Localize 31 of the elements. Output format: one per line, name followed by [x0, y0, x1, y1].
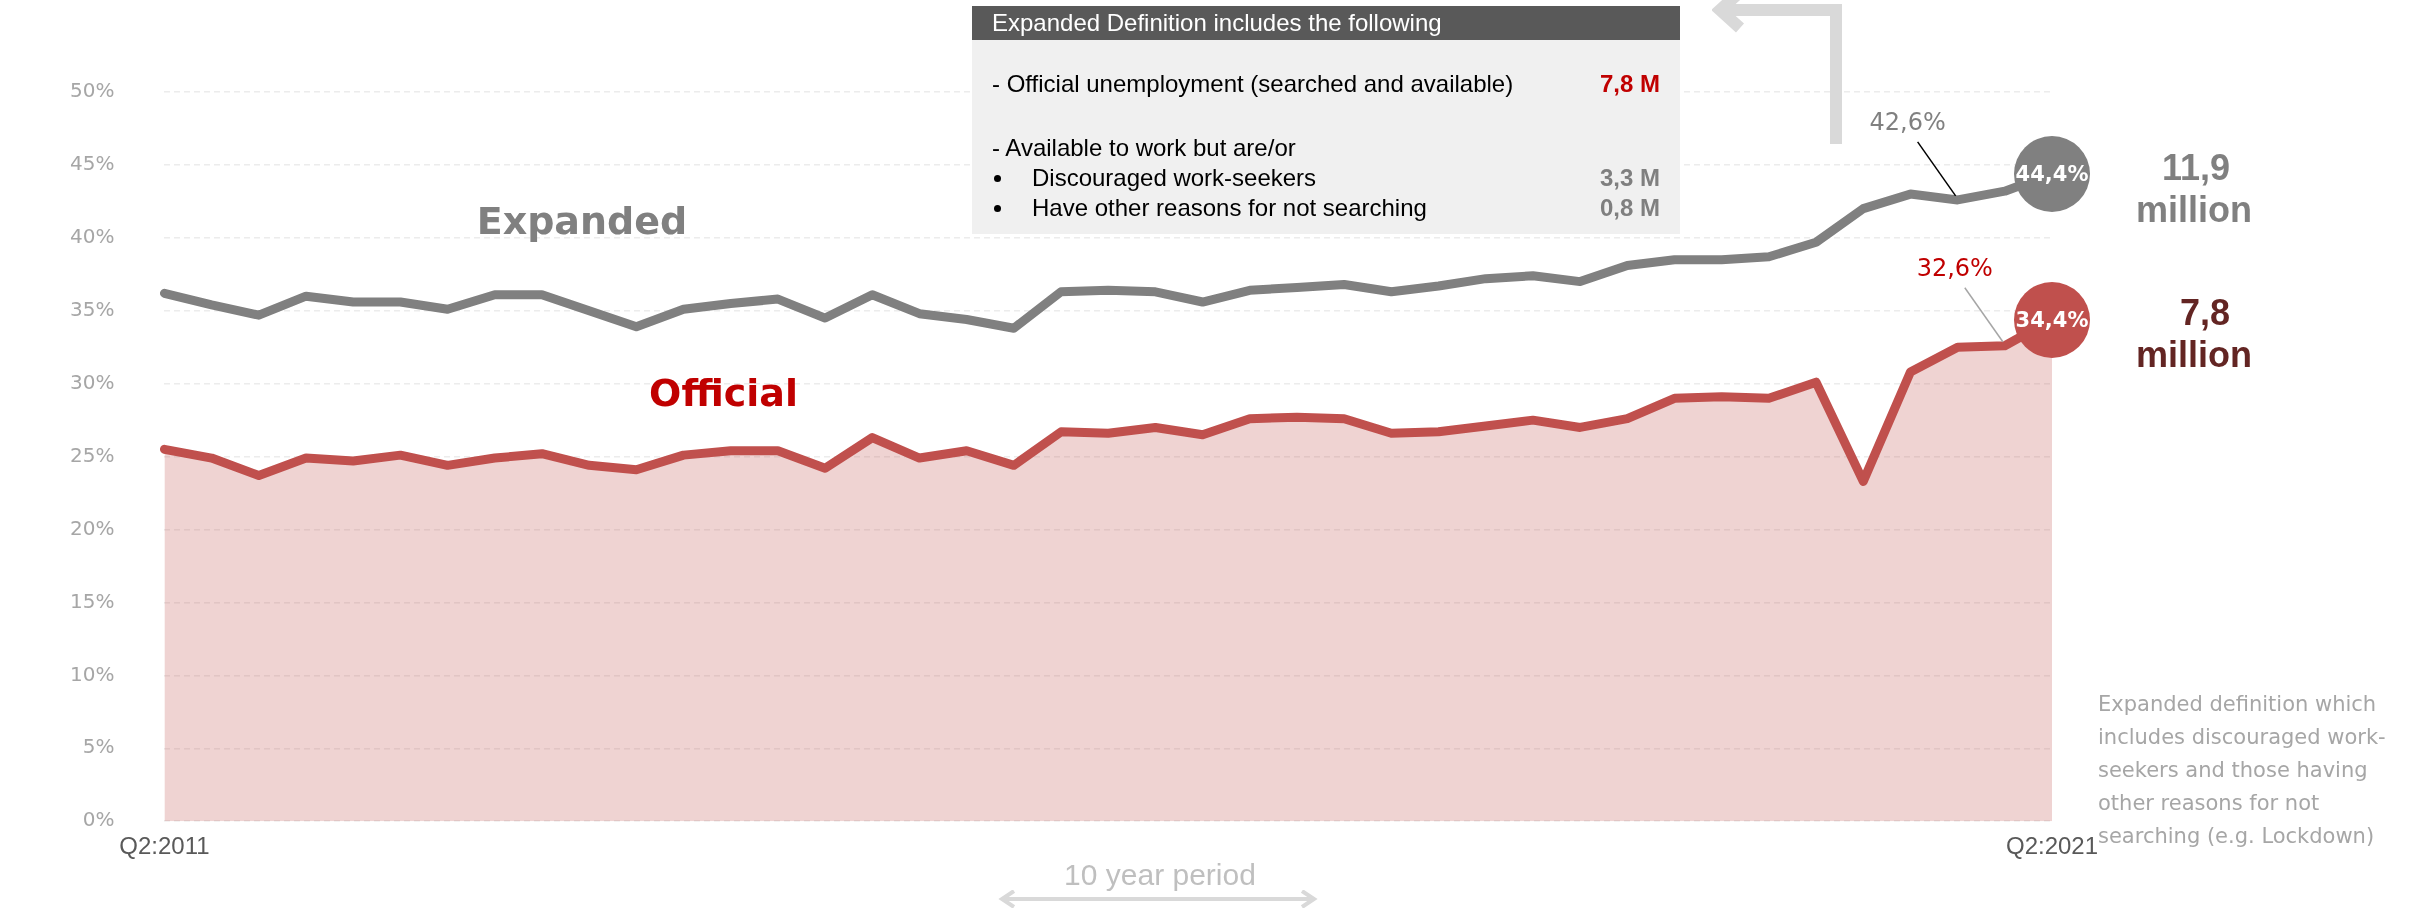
- text: 10 year period: [1063, 858, 1257, 892]
- y-tick-label: 40%: [70, 224, 115, 249]
- data-label: 32,6%: [1916, 254, 1993, 282]
- text: Expanded definition which includes discouraged work-seekers and those having other reasons for not searching (e.g. Lockdown): [2098, 691, 2387, 850]
- circle-badge: 34,4%: [2014, 281, 2090, 358]
- annotation: 11,9 million: [2136, 146, 2252, 230]
- data-label: 42,6%: [1869, 108, 1946, 137]
- y-tick-label: 10%: [70, 661, 115, 686]
- y-tick-label: 25%: [70, 442, 115, 467]
- circle-badge: 44,4%: [2014, 135, 2090, 212]
- y-tick-label: 45%: [70, 151, 115, 176]
- text: Expanded Definition includes the following: [972, 6, 1680, 40]
- annotation: Discouraged work-seekers: [1032, 164, 1317, 191]
- annotation: - Available to work but are/or: [992, 134, 1296, 161]
- annotation: 0,8 M: [1599, 194, 1660, 222]
- annotation: - Official unemployment (searched and available): [992, 70, 1514, 97]
- y-tick-label: 5%: [82, 734, 115, 759]
- annotation: Have other reasons for not searching: [1032, 194, 1427, 221]
- y-tick-label: 35%: [70, 296, 115, 321]
- y-tick-label: 20%: [70, 515, 115, 540]
- y-tick-label: 15%: [70, 588, 115, 613]
- series-label: Expanded: [476, 198, 688, 243]
- y-tick-label: 50%: [70, 78, 115, 103]
- x-tick-label: Q2:2011: [119, 832, 210, 860]
- annotation: 3,3 M: [1599, 164, 1660, 192]
- series-label: Official: [649, 371, 798, 416]
- y-tick-label: 0%: [82, 807, 115, 832]
- x-tick-label: Q2:2021: [2005, 832, 2099, 860]
- y-tick-label: 30%: [70, 369, 115, 394]
- annotation: 7,8 M: [1599, 70, 1660, 98]
- annotation: 7,8 million: [2136, 292, 2252, 376]
